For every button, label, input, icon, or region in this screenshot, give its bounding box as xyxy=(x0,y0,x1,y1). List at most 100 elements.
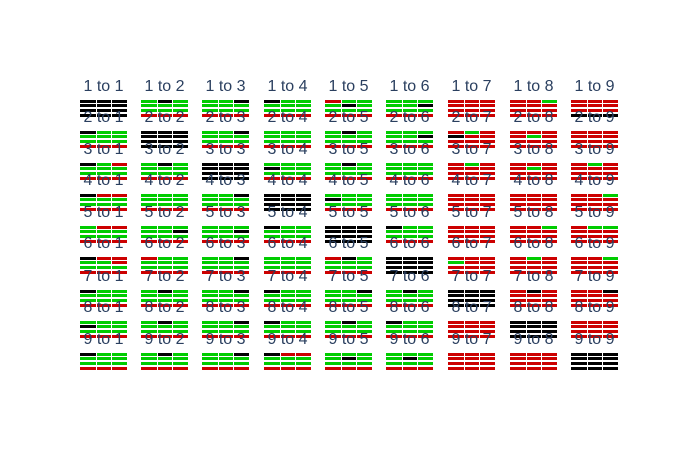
matchup-bar xyxy=(510,299,557,302)
matchup-bar xyxy=(571,114,618,117)
bar-segment xyxy=(218,109,233,112)
matchup-bar xyxy=(510,266,557,269)
bar-segment xyxy=(96,257,111,260)
bar-segment xyxy=(356,208,372,211)
matchup-cell xyxy=(325,226,372,243)
bar-segment xyxy=(325,177,341,180)
bar-segment xyxy=(280,109,295,112)
bar-segment xyxy=(587,167,602,170)
bar-segment xyxy=(402,109,417,112)
matchup-cell xyxy=(571,131,618,148)
bar-segment xyxy=(202,261,218,264)
bar-segment xyxy=(172,299,188,302)
bar-segment xyxy=(541,131,557,134)
matchup-bar xyxy=(325,257,372,260)
matchup-bar xyxy=(141,163,188,166)
bar-segment xyxy=(341,172,356,175)
segment-divider xyxy=(417,321,418,338)
bar-segment xyxy=(233,135,249,138)
matchup-label: 3 to 6 xyxy=(389,141,430,158)
bar-segment xyxy=(448,335,464,338)
segment-divider xyxy=(96,163,97,180)
bar-segment xyxy=(233,235,249,238)
segment-divider xyxy=(479,290,480,307)
bar-segment xyxy=(448,294,464,297)
bar-segment xyxy=(541,235,557,238)
segment-divider xyxy=(233,226,234,243)
bar-segment xyxy=(602,100,618,103)
bar-segment xyxy=(233,131,249,134)
bar-segment xyxy=(417,163,433,166)
bar-segment xyxy=(111,177,127,180)
bar-segment xyxy=(541,177,557,180)
segment-divider xyxy=(157,100,158,117)
bar-segment xyxy=(464,257,479,260)
bar-segment xyxy=(96,230,111,233)
matchup-cell xyxy=(80,131,127,148)
segment-divider xyxy=(417,290,418,307)
bar-segment xyxy=(479,294,495,297)
matchup-cell xyxy=(80,257,127,274)
bar-segment xyxy=(402,114,417,117)
bar-segment xyxy=(96,367,111,370)
matchup-bar xyxy=(80,163,127,166)
bar-segment xyxy=(510,100,526,103)
bar-segment xyxy=(571,235,587,238)
matchup-bar xyxy=(386,172,433,175)
matchup-cell xyxy=(264,100,311,117)
bar-segment xyxy=(510,208,526,211)
matchup-bar xyxy=(571,135,618,138)
matchup-label: 7 to 5 xyxy=(328,268,369,285)
bar-segment xyxy=(526,203,541,206)
bar-segment xyxy=(325,261,341,264)
bar-segment xyxy=(280,235,295,238)
segment-divider xyxy=(356,100,357,117)
matchup-cell xyxy=(510,290,557,307)
matchup-bar xyxy=(510,109,557,112)
bar-segment xyxy=(218,353,233,356)
matchup-cell xyxy=(448,100,495,117)
bar-segment xyxy=(356,257,372,260)
bar-segment xyxy=(356,321,372,324)
matchup-bar xyxy=(141,353,188,356)
matchup-bar xyxy=(264,266,311,269)
bar-segment xyxy=(448,261,464,264)
bar-segment xyxy=(510,240,526,243)
bar-segment xyxy=(96,172,111,175)
bar-segment xyxy=(80,353,96,356)
bar-segment xyxy=(96,240,111,243)
matchup-label: 7 to 7 xyxy=(451,268,492,285)
bar-segment xyxy=(295,257,311,260)
bar-segment xyxy=(448,235,464,238)
bar-segment xyxy=(602,335,618,338)
matchup-label: 9 to 1 xyxy=(83,331,124,348)
matchup-cell xyxy=(264,131,311,148)
matchup-bar xyxy=(264,177,311,180)
matchup-bar xyxy=(264,172,311,175)
bar-segment xyxy=(571,353,587,356)
bar-segment xyxy=(448,104,464,107)
bar-segment xyxy=(218,163,233,166)
bar-segment xyxy=(526,299,541,302)
segment-divider xyxy=(587,257,588,274)
bar-segment xyxy=(295,100,311,103)
matchup-bar xyxy=(386,167,433,170)
matchup-bar xyxy=(141,325,188,328)
matchup-cell xyxy=(510,163,557,180)
matchup-bar xyxy=(386,330,433,333)
bar-segment xyxy=(280,357,295,360)
segment-divider xyxy=(417,353,418,370)
bar-segment xyxy=(264,230,280,233)
matchup-bar xyxy=(141,208,188,211)
bar-segment xyxy=(571,266,587,269)
segment-divider xyxy=(479,226,480,243)
matchup-bar xyxy=(325,325,372,328)
bar-segment xyxy=(80,140,96,143)
bar-segment xyxy=(386,230,402,233)
matchup-bar xyxy=(141,362,188,365)
matchup-bar xyxy=(202,208,249,211)
bar-segment xyxy=(448,198,464,201)
bar-segment xyxy=(111,198,127,201)
bar-segment xyxy=(280,140,295,143)
matchup-cell xyxy=(448,194,495,211)
